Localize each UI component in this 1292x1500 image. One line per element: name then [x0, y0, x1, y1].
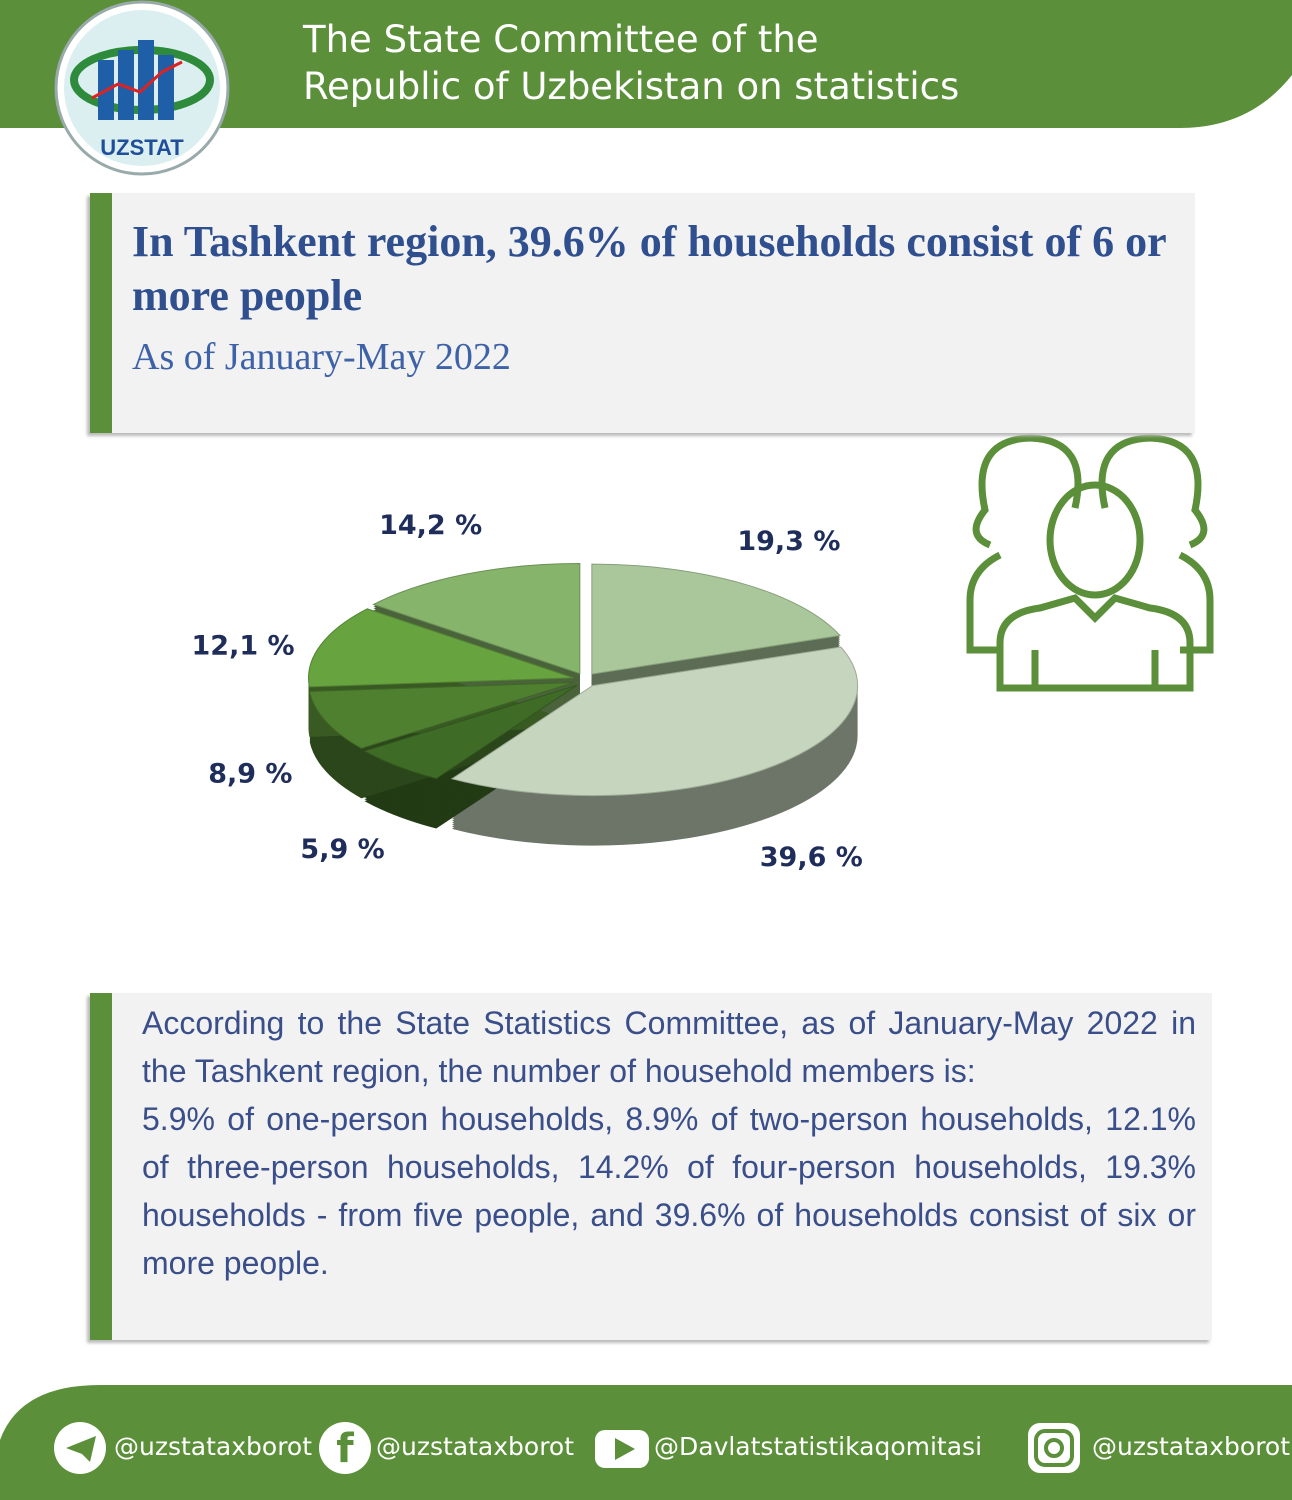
footer-icons: f: [54, 1422, 1080, 1474]
header-title: The State Committee of the Republic of Uz…: [303, 16, 959, 110]
pie-slice: [363, 684, 578, 780]
telegram-handle[interactable]: @uzstataxborot: [114, 1432, 313, 1461]
instagram-handle[interactable]: @uzstataxborot: [1092, 1432, 1291, 1461]
paragraph: 5.9% of one-person households, 8.9% of t…: [142, 1101, 1196, 1281]
chart-subtitle: As of January-May 2022: [132, 336, 511, 378]
facebook-handle[interactable]: @uzstataxborot: [376, 1432, 575, 1461]
data-label: 5,9 %: [300, 834, 384, 865]
title-line: The State Committee of the: [303, 18, 819, 61]
pie-chart: 19,3 % 39,6 % 5,9 % 8,9 % 12,1 % 14,2 %: [192, 510, 863, 873]
people-icon: [966, 434, 1214, 692]
paragraph: According to the State Statistics Commit…: [142, 1005, 1196, 1089]
svg-text:f: f: [336, 1426, 354, 1472]
youtube-handle[interactable]: @Davlatstatistikaqomitasi: [654, 1432, 983, 1461]
data-label: 19,3 %: [737, 526, 840, 557]
header-band: [0, 0, 1292, 128]
pie-slice: [591, 563, 842, 675]
logo-text: UZSTAT: [100, 135, 184, 160]
data-label: 12,1 %: [192, 630, 295, 661]
pie-slice: [372, 563, 581, 675]
text-box: According to the State Statistics Commit…: [90, 993, 1212, 1340]
pie-slice: [308, 608, 574, 688]
title-box: In Tashkent region, 39.6% of households …: [90, 193, 1195, 433]
pie-slice: [450, 646, 859, 797]
data-label: 8,9 %: [208, 758, 292, 789]
title-line: Republic of Uzbekistan on statistics: [303, 65, 960, 108]
pie-slice: [309, 682, 574, 749]
data-label: 14,2 %: [379, 510, 482, 541]
chart-title: In Tashkent region, 39.6% of households …: [132, 217, 1166, 320]
data-label: 39,6 %: [760, 842, 863, 873]
logo: UZSTAT: [54, 0, 230, 176]
